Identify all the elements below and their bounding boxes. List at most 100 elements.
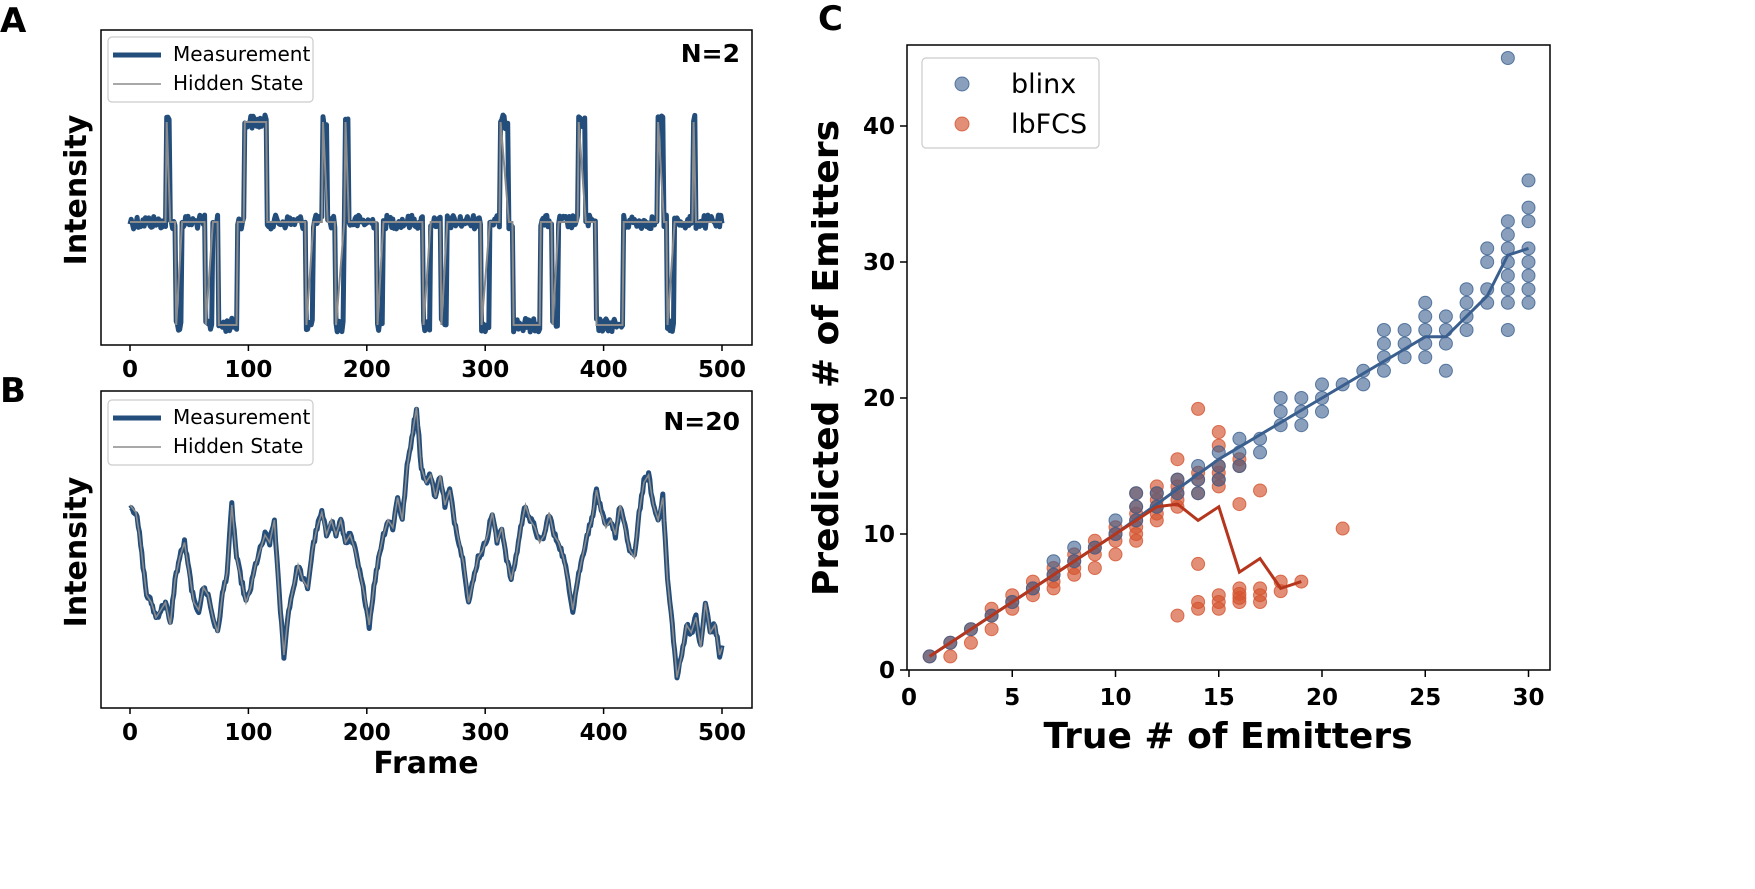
panel-a-xtick-label: 300 [461,357,509,383]
panel-c-ytick-label: 40 [863,114,895,140]
blinx-point [1500,214,1515,229]
lbfcs-point [963,635,978,650]
panel-c-xtick-label: 25 [1409,685,1441,711]
lbfcs-point [1253,483,1268,498]
panel-b-xtick-label: 100 [224,720,272,746]
lbfcs-point [1294,574,1309,589]
blinx-point [1067,540,1082,555]
lbfcs-point [1232,581,1247,596]
panel-a-legend: Measurement Hidden State [107,36,314,103]
panel-a-xtick-label: 400 [580,357,628,383]
blinx-point [1315,404,1329,419]
blinx-point [1273,391,1288,405]
panel-c-ytick-label: 30 [863,250,895,276]
panel-c-legend-lbfcs-label: lbFCS [1011,109,1087,140]
panel-c-ytick-label: 10 [863,522,895,548]
panel-c-xtick-label: 20 [1306,685,1338,711]
panel-c-xtick-label: 5 [1004,685,1020,711]
panel-b-legend-hidden-label: Hidden State [173,434,303,458]
blinx-point [1438,336,1453,351]
panel-c-ytick-label: 20 [863,386,895,412]
blinx-point [1376,336,1391,351]
blinx-point [1500,227,1515,242]
blinx-point [1376,363,1391,378]
blinx-point [1521,173,1536,188]
panel-a-hidden-state-line [130,121,722,326]
panel-a-legend-hidden-label: Hidden State [173,71,303,95]
blinx-point [1191,486,1206,501]
panel-b-letter: B [0,371,26,411]
blinx-point [1480,255,1495,269]
panel-c-axes-frame [906,44,1551,671]
panel-c-legend-lbfcs-marker [954,116,970,132]
blinx-point [1046,554,1061,569]
panel-c-legend-blinx-label: blinx [1011,69,1076,100]
panel-c-xtick-label: 15 [1203,685,1235,711]
panel-b-xtick-label: 500 [698,720,746,746]
blinx-point [1500,268,1515,283]
panel-a-xtick-label: 500 [698,357,746,383]
panel-b-plot-area [128,406,725,681]
lbfcs-point [1191,556,1206,571]
lbfcs-point [1335,521,1350,536]
blinx-point [1500,51,1515,65]
panel-c-xtick-label: 10 [1099,685,1131,711]
panel-c-xtick-label: 0 [901,685,917,711]
blinx-point [1418,350,1433,365]
blinx-point [1521,268,1536,283]
panel-c-xtick-label: 30 [1512,685,1544,711]
panel-c-ytick-label: 0 [879,658,895,684]
panel-b-xtick-label: 200 [343,720,391,746]
lbfcs-point [1087,561,1102,575]
lbfcs-point [1253,581,1268,596]
panel-c: 0 5 10 15 20 25 30 0 10 20 30 40 True # of Emitters… [806,44,1551,757]
blinx-point [1521,200,1536,215]
lbfcs-trend-line [928,502,1302,658]
blinx-point [1521,295,1536,310]
panel-b-axes-frame [100,390,753,709]
panel-a-axes-frame [100,29,753,346]
lbfcs-point [1232,497,1247,512]
panel-b-legend: Measurement Hidden State [107,399,314,466]
blinx-point [1397,323,1412,337]
panel-b-hidden-state-line [129,407,723,678]
panel-a-letter: A [0,1,27,41]
blinx-point [1376,323,1391,337]
blinx-point [1521,255,1536,269]
panel-a-xtick-label: 100 [224,357,272,383]
blinx-trend-line [928,246,1529,658]
panel-c-legend: blinx lbFCS [921,57,1100,149]
blinx-point [1459,323,1474,337]
blinx-point [1211,472,1226,487]
panel-a: Intensity N=2 0 100 200 300 400 500 Measureme… [59,29,753,383]
blinx-point [1418,323,1433,337]
panel-a-xtick-label: 200 [343,357,391,383]
lbfcs-point [984,622,999,637]
blinx-point [1459,295,1474,310]
blinx-point [1459,282,1474,297]
blinx-point [1356,377,1371,392]
blinx-point [1438,363,1453,378]
blinx-point [1232,459,1247,473]
lbfcs-point [1191,595,1206,609]
blinx-point [1500,295,1515,310]
blinx-point [1129,486,1144,501]
panel-b: Intensity N=20 0 100 200 300 400 500 Frame Me… [59,390,753,781]
blinx-point [1253,445,1268,460]
blinx-point [1273,404,1288,419]
lbfcs-point [1170,452,1185,467]
panel-b-ylabel: Intensity [59,476,94,627]
panel-b-xlabel: Frame [373,746,478,781]
blinx-point [1170,472,1185,487]
blinx-point [1108,513,1123,528]
panel-a-legend-measurement-label: Measurement [173,42,310,66]
blinx-point [1294,391,1309,405]
blinx-point [1315,377,1329,392]
lbfcs-point [1108,547,1123,562]
panel-a-ylabel: Intensity [59,114,94,265]
blinx-point [1294,418,1309,433]
panel-c-ylabel: Predicted # of Emitters [806,120,847,596]
blinx-point [1500,323,1515,337]
panel-b-xtick-label: 0 [122,720,138,746]
panel-a-xtick-label: 0 [122,357,138,383]
